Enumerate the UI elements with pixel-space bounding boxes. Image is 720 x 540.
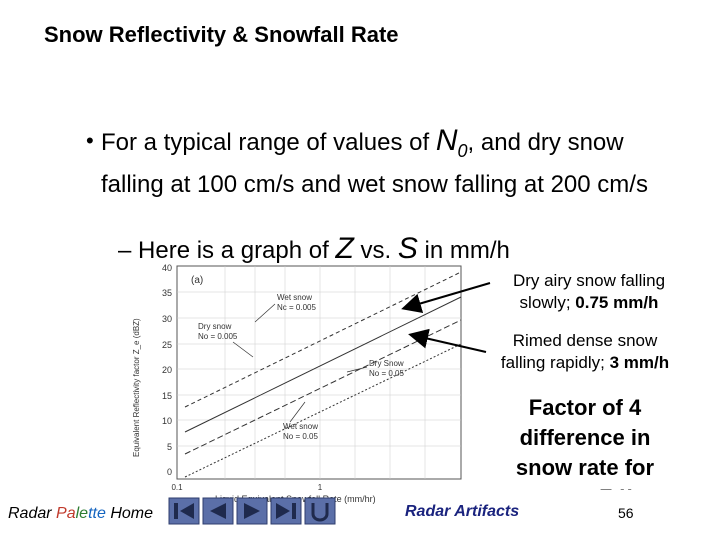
wet-snow-top-label-2: Nc = 0.005 (277, 303, 316, 312)
page-number: 56 (618, 505, 634, 521)
wet-snow-nc-line (184, 271, 462, 408)
dry-snow-no0005-line (184, 296, 462, 433)
return-icon[interactable] (304, 497, 336, 525)
wet-snow-top-label-1: Wet snow (277, 293, 312, 302)
bullet-text-a: For a typical range of values of (101, 129, 430, 156)
last-slide-icon[interactable] (270, 497, 302, 525)
sub-bullet-text-c: in mm/h (424, 237, 510, 264)
dry-airy-note: Dry airy snow falling slowly; 0.75 mm/h (484, 270, 694, 314)
dry-snow-left-label-2: No = 0.005 (198, 332, 238, 341)
panel-label: (a) (191, 275, 203, 286)
dry-snow-right-label-2: No = 0.05 (369, 369, 404, 378)
next-slide-icon[interactable] (236, 497, 268, 525)
dry-airy-line2a: slowly; (519, 293, 571, 312)
palette-part-3: tte (88, 505, 106, 522)
n0-letter: N (435, 124, 458, 157)
previous-slide-icon[interactable] (202, 497, 234, 525)
dry-snow-left-label-1: Dry snow (198, 322, 232, 331)
y-tick-20: 20 (162, 365, 172, 375)
rimed-dense-note: Rimed dense snow falling rapidly; 3 mm/h (480, 330, 690, 374)
factor-note: Factor of 4 difference in snow rate for … (515, 395, 655, 490)
n0-subscript: 0 (457, 141, 468, 161)
sub-bullet: – Here is a graph of Z vs. S in mm/h (118, 232, 510, 266)
y-tick-25: 25 (162, 340, 172, 350)
dry-airy-rate: 0.75 mm/h (575, 293, 659, 312)
wet-snow-bottom-label-1: Wet snow (283, 422, 318, 431)
rimed-dense-rate: 3 mm/h (609, 353, 670, 372)
rimed-dense-line1: Rimed dense snow (512, 331, 658, 350)
y-tick-0: 0 (167, 467, 172, 477)
rimed-dense-line2a: falling rapidly; (500, 353, 605, 372)
variable-z: Z (335, 232, 354, 265)
y-axis-label: Equivalent Reflectivity factor Z_e (dBZ) (132, 318, 141, 457)
rimed-dense-arrow (408, 328, 487, 353)
x-tick-first: 0.1 (171, 483, 183, 492)
sub-bullet-text-b: vs. (360, 237, 392, 264)
y-tick-10: 10 (162, 416, 172, 426)
bullet-text: For a typical range of values of N0, and… (101, 124, 661, 202)
y-tick-30: 30 (162, 314, 172, 324)
bullet-dot: • (86, 128, 94, 153)
footer-home: Home (110, 505, 153, 522)
palette-part-1: Pa (56, 505, 76, 522)
dry-airy-line1: Dry airy snow falling (512, 271, 666, 290)
dry-snow-right-label-1: Dry Snow (369, 359, 404, 368)
bullet-text-b: , and dry snow falling at 100 cm/s and w… (101, 129, 648, 198)
y-tick-35: 35 (162, 288, 172, 298)
palette-part-2: le (75, 505, 89, 522)
x-tick-mid: 1 (318, 483, 323, 492)
first-slide-icon[interactable] (168, 497, 200, 525)
footer-radar: Radar (8, 505, 52, 522)
slide-navigation (168, 497, 336, 525)
y-tick-15: 15 (162, 391, 172, 401)
radar-palette-home-link[interactable]: Radar Palette Home (8, 505, 153, 523)
wet-snow-no005-line (184, 343, 462, 478)
y-tick-5: 5 (167, 442, 172, 452)
wet-snow-bottom-label-2: No = 0.05 (283, 432, 318, 441)
n0-variable: N0 (435, 124, 468, 161)
sub-bullet-text-a: – Here is a graph of (118, 237, 329, 264)
variable-s: S (397, 232, 418, 265)
dry-airy-arrow (401, 282, 491, 314)
radar-artifacts-link[interactable]: Radar Artifacts (405, 503, 520, 520)
y-tick-40: 40 (162, 263, 172, 273)
slide-title: Snow Reflectivity & Snowfall Rate (44, 22, 399, 47)
footer-palette: Palette (56, 505, 106, 522)
